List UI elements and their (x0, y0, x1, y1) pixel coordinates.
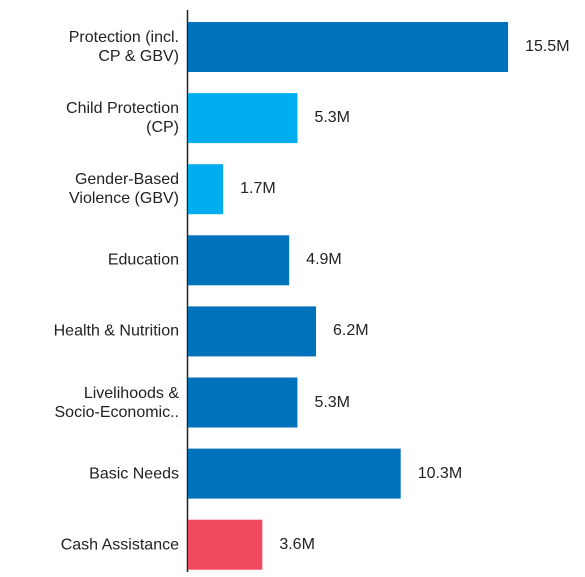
bar (188, 448, 401, 499)
value-label: 4.9M (306, 251, 342, 269)
value-label: 15.5M (525, 38, 570, 55)
value-label: 10.3M (417, 464, 463, 482)
value-label: 5.3M (314, 109, 351, 127)
category-label: Basic Needs (89, 465, 179, 483)
category-label: Livelihoods & Socio-Economic.. (54, 384, 180, 421)
category-label: Protection (incl. CP & GBV) (68, 29, 179, 65)
bar (188, 306, 317, 357)
bar (188, 93, 298, 144)
category-label: Health & Nutrition (53, 322, 179, 340)
value-label: 6.2M (333, 322, 369, 340)
bar (188, 377, 298, 428)
category-label: Education (107, 251, 179, 269)
category-label: Cash Assistance (60, 536, 179, 554)
category-label: Gender-Based Violence (GBV) (69, 171, 179, 208)
value-label: 3.6M (279, 535, 315, 553)
bar (188, 519, 263, 570)
value-label: 5.3M (314, 393, 351, 411)
bar (188, 235, 290, 286)
bar (188, 164, 224, 215)
value-label: 1.7M (240, 180, 276, 198)
bar (188, 22, 509, 72)
category-label: Child Protection (CP) (66, 100, 179, 137)
